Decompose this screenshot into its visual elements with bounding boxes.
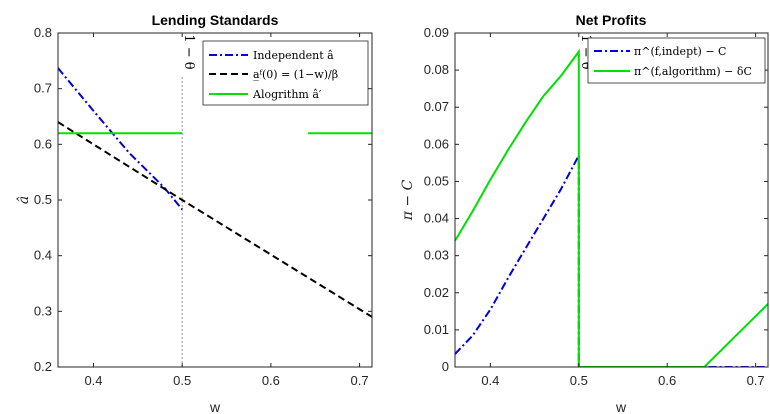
axes-box	[454, 32, 769, 368]
y-tick-label: 0.5	[34, 192, 52, 207]
legend-box	[587, 37, 766, 84]
x-tick-label: 0.7	[747, 373, 765, 388]
plot-area	[455, 48, 768, 367]
y-axis-label: π − C	[400, 179, 416, 221]
legend-label-independent: π^(f,indept) − C	[634, 45, 726, 58]
x-tick-label: 0.6	[262, 373, 280, 388]
series-line-1	[455, 48, 768, 367]
x-tick-label: 0.6	[658, 373, 676, 388]
y-tick-label: 0.2	[34, 359, 52, 374]
y-tick-label: 0.07	[424, 99, 449, 114]
y-tick-label: 0.08	[424, 62, 449, 77]
x-tick-label: 0.4	[481, 373, 499, 388]
legend-label-algorithm: Alogrithm â′	[252, 88, 322, 101]
ticks: 0.4 0.5 0.6 0.7 0 0.01 0.02 0.03 0.04 0.05 0.06 0.0…	[424, 25, 768, 388]
chart-title: Lending Standards	[152, 12, 279, 28]
y-tick-label: 0.6	[34, 136, 52, 151]
y-tick-label: 0.02	[424, 285, 449, 300]
x-tick-label: 0.4	[84, 373, 102, 388]
x-axis-label: w	[615, 399, 627, 414]
lending-standards-chart: Lending Standards 0.4 0.5 0.6 0.70.20.30.40…	[16, 12, 373, 414]
legend-label-algorithm: π^(f,algorithm) − δC	[634, 65, 752, 78]
x-axis-label: w	[209, 399, 221, 414]
legend-label-independent: Independent â	[253, 49, 334, 62]
series-line-0	[455, 155, 768, 367]
y-tick-label: 0.09	[424, 25, 449, 40]
y-tick-label: 0	[442, 359, 449, 374]
net-profits-chart: Net Profits 0.4 0.5 0.6 0.7 0 0.01 0.02 0.03 0.0…	[400, 12, 769, 414]
y-tick-label: 0.4	[34, 248, 52, 263]
y-tick-label: 0.7	[34, 81, 52, 96]
y-tick-label: 0.01	[424, 322, 449, 337]
legend: Independent â a̲ᶠ(0) = (1−w)/β Alogrithm…	[202, 40, 369, 106]
y-tick-label: 0.06	[424, 136, 449, 151]
x-tick-label: 0.5	[570, 373, 588, 388]
y-tick-label: 0.3	[34, 303, 52, 318]
y-tick-label: 0.05	[424, 173, 449, 188]
y-tick-label: 0.03	[424, 248, 449, 263]
x-tick-label: 0.5	[173, 373, 191, 388]
x-tick-label: 0.7	[351, 373, 369, 388]
series-line-1	[58, 121, 372, 318]
chart-title: Net Profits	[576, 12, 647, 28]
y-tick-label: 0.8	[34, 25, 52, 40]
ticks: 0.4 0.5 0.6 0.7 0.2 0.3 0.4 0.5 0.6 0.7 0.8	[34, 25, 372, 388]
legend: π^(f,indept) − C π^(f,algorithm) − δC	[587, 37, 766, 84]
y-tick-label: 0.04	[424, 211, 449, 226]
legend-label-threshold: a̲ᶠ(0) = (1−w)/β	[253, 68, 338, 81]
threshold-annotation: 1 − θ	[181, 34, 196, 69]
series-line-0	[58, 67, 183, 211]
y-axis-label: â	[16, 196, 32, 204]
plot-area	[58, 67, 372, 367]
